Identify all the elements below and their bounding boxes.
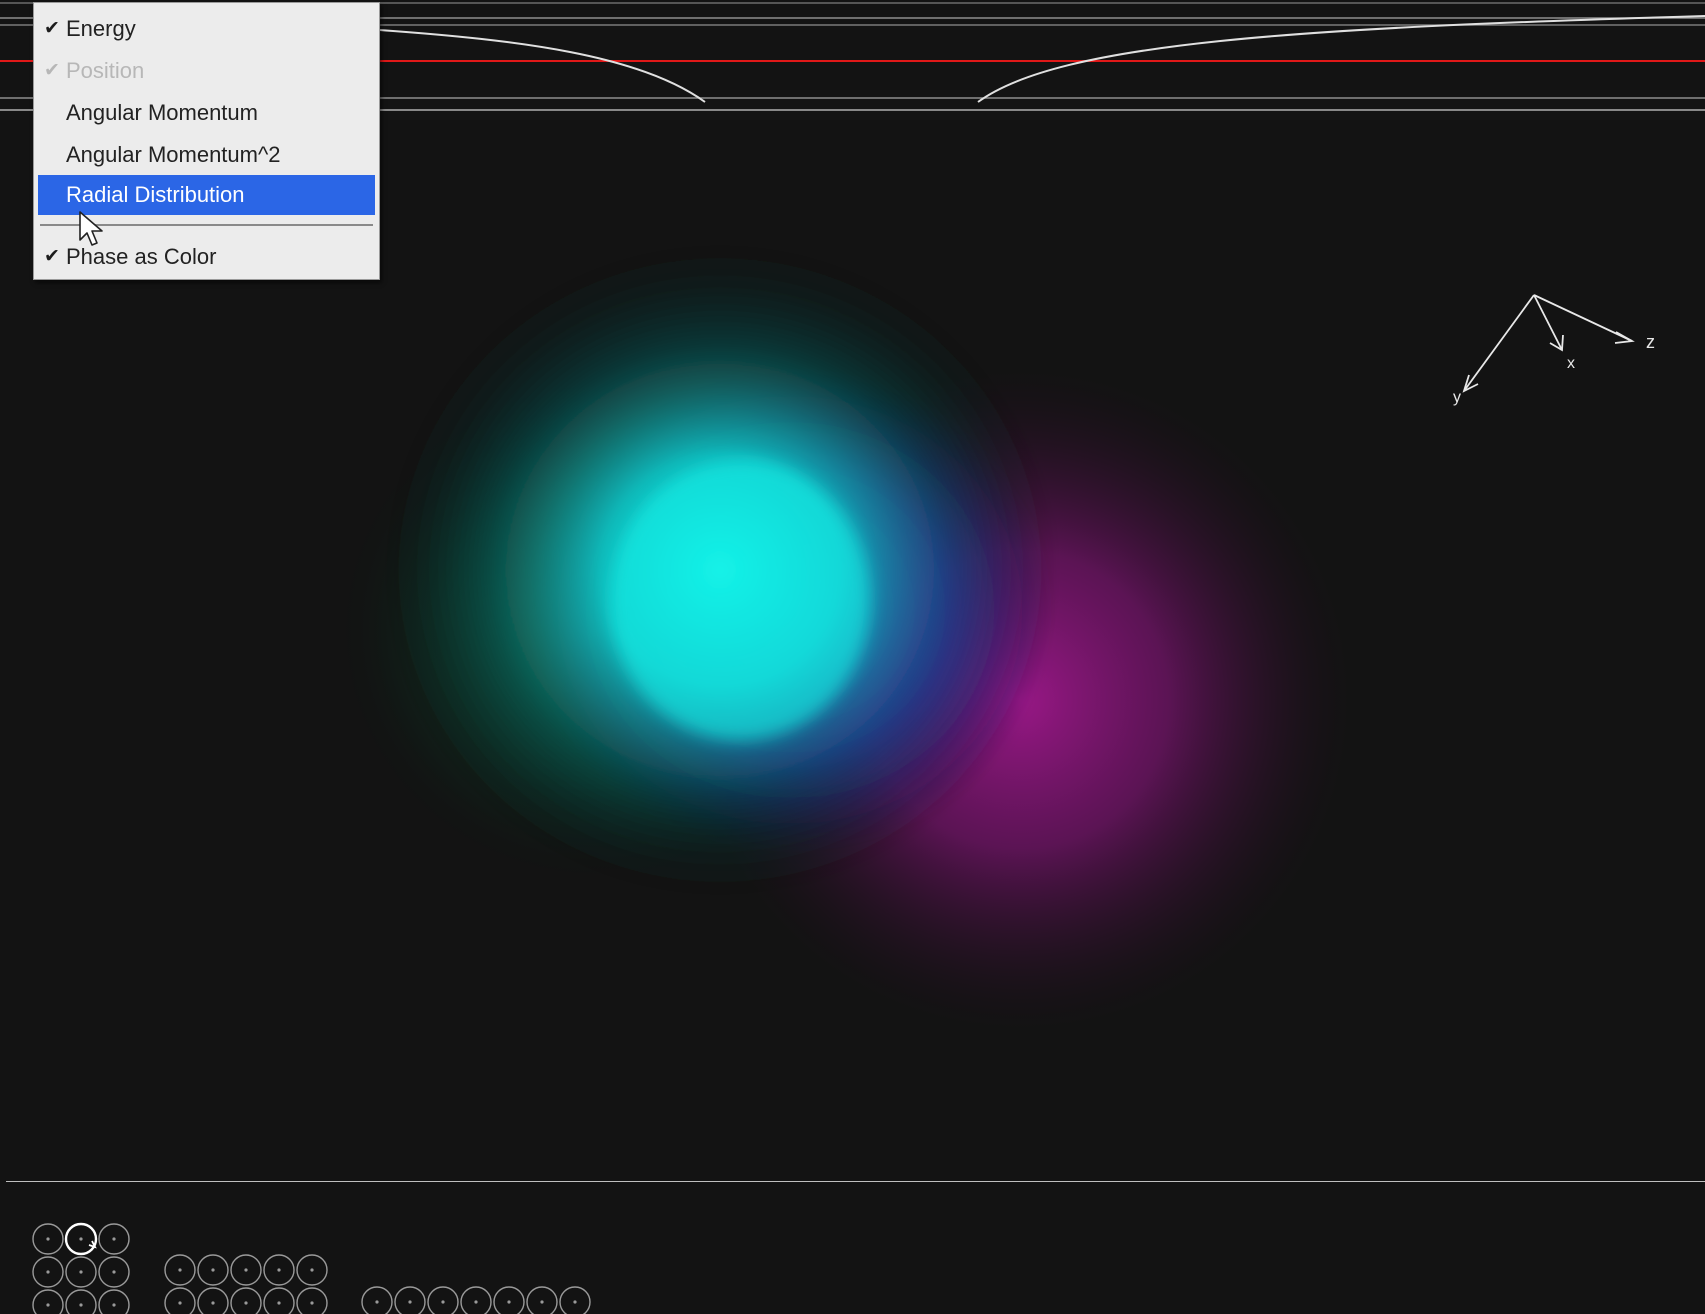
circle-plus-icon[interactable] — [230, 1287, 262, 1314]
x-axis-label: x — [1567, 355, 1575, 372]
arrow-pointer-icon — [79, 211, 103, 246]
state-dot — [112, 1237, 116, 1241]
circle-plus-icon[interactable] — [263, 1254, 295, 1286]
potential-curve-left — [379, 29, 706, 103]
state-dot — [178, 1268, 182, 1272]
circle-plus-icon[interactable] — [98, 1256, 130, 1288]
menu-item-label: Energy — [66, 16, 136, 41]
state-dot — [46, 1237, 50, 1241]
state-dot — [178, 1301, 182, 1305]
circle-plus-icon[interactable] — [65, 1256, 97, 1288]
state-dot — [46, 1270, 50, 1274]
menu-item-label: Position — [66, 58, 145, 83]
menu-item-phase-as-color[interactable]: ✔ Phase as Color — [38, 237, 375, 277]
circle-plus-icon[interactable] — [493, 1286, 525, 1314]
state-dot — [573, 1300, 577, 1304]
circle-plus-icon[interactable] — [197, 1254, 229, 1286]
circle-plus-icon[interactable] — [427, 1286, 459, 1314]
state-group-n3 — [361, 1286, 591, 1314]
rotate-arrow-icon — [88, 1240, 97, 1249]
state-dot — [211, 1268, 215, 1272]
circle-plus-icon[interactable] — [460, 1286, 492, 1314]
circle-plus-icon[interactable] — [164, 1254, 196, 1286]
state-dot — [507, 1300, 511, 1304]
menu-item-radial-distribution[interactable]: Radial Distribution — [38, 175, 375, 215]
circle-plus-icon[interactable] — [230, 1254, 262, 1286]
menu-item-label: Angular Momentum — [66, 100, 258, 125]
state-dot — [277, 1268, 281, 1272]
menu-item-label: Angular Momentum^2 — [66, 142, 281, 167]
circle-plus-icon[interactable] — [296, 1254, 328, 1286]
lobe-core — [610, 460, 870, 740]
menu-item-label: Phase as Color — [66, 244, 217, 269]
state-dot — [310, 1268, 314, 1272]
circle-plus-icon[interactable] — [361, 1286, 393, 1314]
circle-plus-icon[interactable] — [164, 1287, 196, 1314]
circle-plus-icon[interactable] — [263, 1287, 295, 1314]
circle-plus-icon[interactable] — [32, 1223, 64, 1255]
state-dot — [540, 1300, 544, 1304]
potential-curve-right — [977, 15, 1705, 103]
z-axis-label: z — [1646, 332, 1655, 352]
state-group-n2 — [164, 1254, 328, 1314]
state-dot — [441, 1300, 445, 1304]
menu-item-position[interactable]: ✔ Position — [38, 51, 375, 91]
checkmark-icon: ✔ — [44, 246, 60, 267]
panel-divider — [6, 1181, 1705, 1182]
state-dot — [244, 1301, 248, 1305]
menu-item-angular-momentum[interactable]: Angular Momentum — [38, 93, 375, 133]
state-dot — [474, 1300, 478, 1304]
axes-gizmo[interactable]: z x y — [1440, 280, 1680, 430]
circle-plus-icon[interactable] — [65, 1289, 97, 1314]
circle-plus-icon[interactable] — [64, 1222, 98, 1256]
menu-item-label: Radial Distribution — [66, 182, 245, 207]
checkmark-icon: ✔ — [44, 18, 60, 39]
state-dot — [277, 1301, 281, 1305]
state-dot — [211, 1301, 215, 1305]
state-dot — [375, 1300, 379, 1304]
y-axis-label: y — [1453, 389, 1461, 406]
state-selector-panel[interactable] — [0, 1182, 1705, 1314]
orbital-visualization[interactable] — [300, 240, 1350, 1060]
circle-plus-icon[interactable] — [296, 1287, 328, 1314]
circle-plus-icon[interactable] — [526, 1286, 558, 1314]
state-dot — [310, 1301, 314, 1305]
state-dot — [244, 1268, 248, 1272]
state-dot — [46, 1303, 50, 1307]
state-dot — [79, 1270, 83, 1274]
state-dot — [79, 1237, 83, 1241]
circle-plus-icon[interactable] — [32, 1256, 64, 1288]
state-dot — [408, 1300, 412, 1304]
circle-plus-icon[interactable] — [98, 1223, 130, 1255]
circle-plus-icon[interactable] — [98, 1289, 130, 1314]
circle-plus-icon[interactable] — [32, 1289, 64, 1314]
menu-item-energy[interactable]: ✔ Energy — [38, 9, 375, 49]
state-dot — [112, 1270, 116, 1274]
menu-separator — [40, 224, 373, 226]
checkmark-icon: ✔ — [44, 60, 60, 81]
menu-item-angular-momentum-squared[interactable]: Angular Momentum^2 — [38, 135, 375, 175]
state-dot — [112, 1303, 116, 1307]
state-dot — [79, 1303, 83, 1307]
state-group-n1 — [32, 1222, 130, 1314]
circle-plus-icon[interactable] — [394, 1286, 426, 1314]
circle-plus-icon[interactable] — [559, 1286, 591, 1314]
circle-plus-icon[interactable] — [197, 1287, 229, 1314]
